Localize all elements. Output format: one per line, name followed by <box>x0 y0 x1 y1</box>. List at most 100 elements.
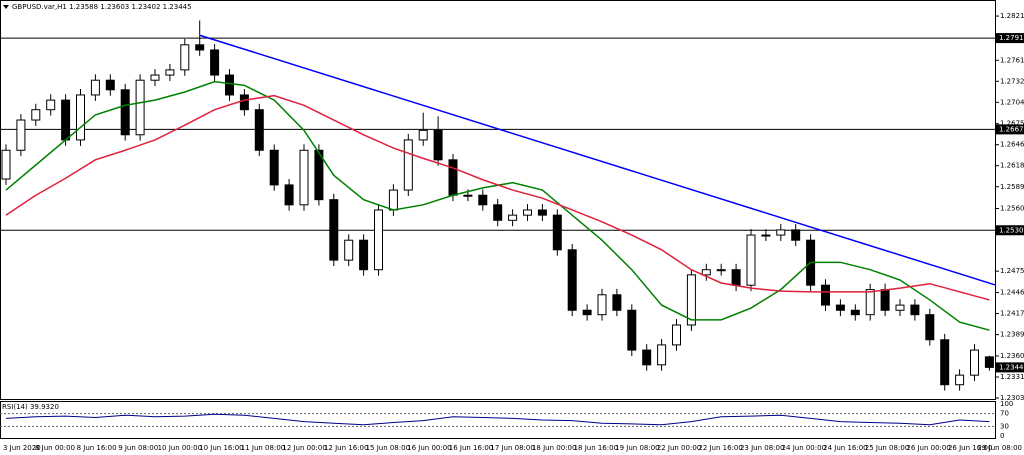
x-tick-label: 12 Jun 00:00 <box>282 444 326 452</box>
candle-body <box>567 249 577 311</box>
candle-body <box>403 139 413 191</box>
rsi-tick-label: 30 <box>1000 422 1009 430</box>
x-tick-label: 9 Jun 08:00 <box>118 444 158 452</box>
last-price-label: 1.23445 <box>999 363 1024 371</box>
x-tick-label: 15 Jun 08:00 <box>366 444 410 452</box>
candle-body <box>16 119 26 151</box>
candle-body <box>150 74 160 81</box>
y-tick-label: 1.23600 <box>1000 352 1024 360</box>
candle-body <box>31 109 41 121</box>
y-tick-label: 1.27325 <box>1000 77 1024 85</box>
candle-body <box>582 309 592 316</box>
candle-body <box>895 304 905 311</box>
y-tick-label: 1.25895 <box>1000 183 1024 191</box>
rsi-tick-label: 100 <box>1000 400 1013 408</box>
candle-body <box>61 99 71 141</box>
candle-body <box>329 199 339 261</box>
candle-body <box>865 289 875 316</box>
candle-body <box>388 189 398 211</box>
candle-body <box>254 109 264 151</box>
candle-body <box>508 214 518 221</box>
x-tick-label: 24 Jun 00:00 <box>782 444 826 452</box>
x-tick-label: 24 Jun 16:00 <box>823 444 867 452</box>
candle-body <box>523 209 532 216</box>
candle-body <box>105 79 115 91</box>
x-tick-label: 29 Jun 08:00 <box>978 444 1022 452</box>
candle-body <box>120 89 130 136</box>
level-label: 1.25305 <box>999 226 1024 234</box>
candle-body <box>672 324 681 346</box>
x-tick-label: 22 Jun 00:00 <box>657 444 701 452</box>
rsi-tick-label: 70 <box>1000 410 1009 418</box>
y-tick-label: 1.26180 <box>1000 162 1024 170</box>
candle-body <box>627 309 637 351</box>
x-tick-label: 26 Jun 16:00 <box>948 444 992 452</box>
x-tick-label: 10 Jun 00:00 <box>158 444 202 452</box>
y-tick-label: 1.25600 <box>1000 205 1024 213</box>
y-tick-label: 1.24175 <box>1000 310 1024 318</box>
x-tick-label: 8 Jun 00:00 <box>35 444 75 452</box>
candle-body <box>701 269 711 276</box>
candle-body <box>374 209 383 271</box>
candle-body <box>299 149 309 206</box>
candle-body <box>463 194 473 197</box>
x-tick-label: 10 Jun 16:00 <box>199 444 243 452</box>
candle-body <box>344 239 354 261</box>
candle-body <box>537 209 547 216</box>
candle-body <box>552 214 562 251</box>
x-tick-label: 8 Jun 16:00 <box>77 444 117 452</box>
candle-body <box>1 149 11 180</box>
candle-body <box>925 314 935 341</box>
candle-body <box>76 94 85 141</box>
x-tick-label: 18 Jun 16:00 <box>574 444 618 452</box>
candle-body <box>642 349 652 366</box>
x-tick-label: 22 Jun 16:00 <box>698 444 742 452</box>
candle-body <box>195 44 205 51</box>
menu-arrow[interactable] <box>3 5 9 9</box>
x-tick-label: 11 Jun 08:00 <box>241 444 285 452</box>
main-frame <box>0 0 996 400</box>
x-tick-label: 16 Jun 00:00 <box>407 444 451 452</box>
moving-average <box>5 94 990 301</box>
y-tick-label: 1.27610 <box>1000 56 1024 64</box>
candle-body <box>135 79 145 136</box>
candle-body <box>612 294 622 311</box>
x-tick-label: 19 Jun 08:00 <box>615 444 659 452</box>
rsi-frame <box>0 401 996 439</box>
candle-body <box>493 204 503 221</box>
candle-body <box>165 69 175 76</box>
candle-body <box>448 159 458 196</box>
x-tick-label: 3 Jun 2020 <box>3 444 41 452</box>
y-tick-label: 1.23030 <box>1000 394 1024 402</box>
rsi-label: RSI(14) 39.9320 <box>2 403 59 411</box>
candle-body <box>940 339 950 386</box>
y-tick-label: 1.27040 <box>1000 98 1024 106</box>
x-tick-label: 26 Jun 00:00 <box>906 444 950 452</box>
y-tick-label: 1.26465 <box>1000 141 1024 149</box>
level-tag <box>996 124 1024 135</box>
trendline <box>199 34 997 286</box>
y-tick-label: 1.28210 <box>1000 12 1024 20</box>
x-tick-label: 25 Jun 08:00 <box>865 444 909 452</box>
candle-body <box>716 269 726 272</box>
y-tick-label: 1.23315 <box>1000 373 1024 381</box>
candle-body <box>776 229 786 236</box>
x-tick-label: 17 Jun 08:00 <box>490 444 534 452</box>
candle-body <box>746 234 756 286</box>
candle-body <box>433 129 443 161</box>
level-tag <box>996 225 1024 236</box>
y-tick-label: 1.24750 <box>1000 267 1024 275</box>
y-tick-label: 1.24460 <box>1000 289 1024 297</box>
candle-body <box>46 99 56 111</box>
candle-body <box>955 374 965 386</box>
level-tag <box>996 33 1024 44</box>
level-label: 1.26673 <box>999 125 1024 133</box>
candle-body <box>284 184 294 206</box>
candle-body <box>180 44 190 71</box>
candle-body <box>314 149 324 201</box>
x-tick-label: 12 Jun 16:00 <box>324 444 368 452</box>
candle-body <box>269 149 279 186</box>
